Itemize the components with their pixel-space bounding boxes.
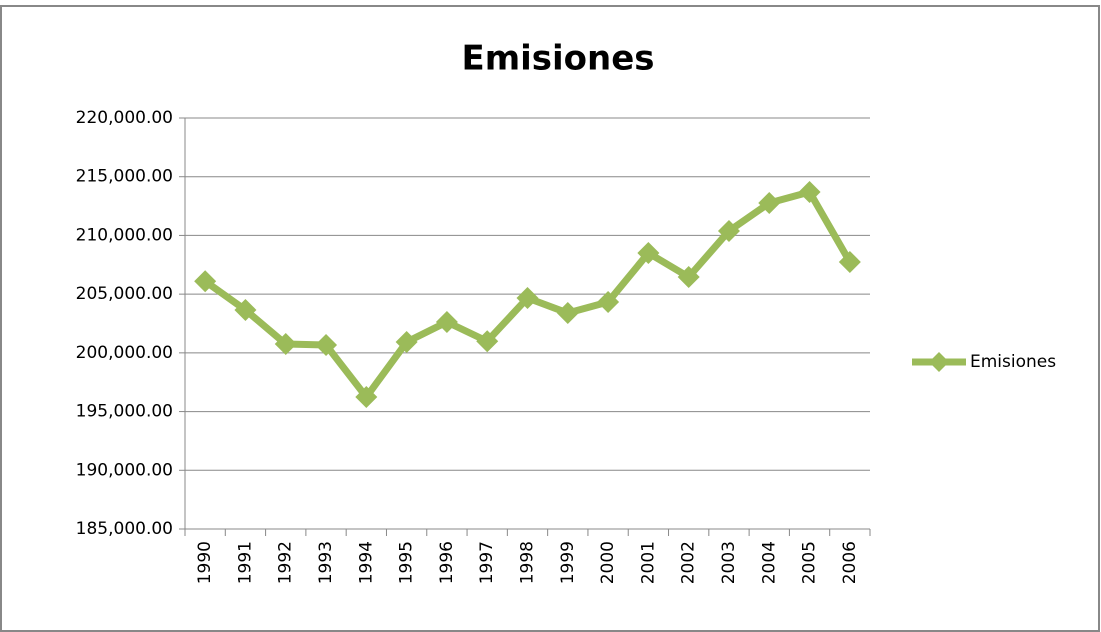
point-marker	[435, 310, 458, 333]
x-tick-label: 1991	[235, 541, 255, 584]
x-tick-label: 1999	[558, 541, 578, 584]
x-tick-label: 1992	[276, 541, 296, 584]
x-tick-label: 2001	[638, 541, 658, 584]
x-tick-label: 1998	[518, 541, 538, 584]
y-tick-label: 200,000.00	[76, 343, 173, 363]
legend-marker	[929, 352, 949, 372]
y-tick-label: 205,000.00	[76, 284, 173, 304]
y-tick-label: 210,000.00	[76, 225, 173, 245]
x-tick-label: 1990	[195, 541, 215, 584]
x-tick-label: 2005	[800, 541, 820, 584]
y-tick-label: 220,000.00	[76, 108, 173, 128]
x-tick-label: 2002	[679, 541, 699, 584]
point-marker	[556, 302, 579, 325]
y-tick-label: 185,000.00	[76, 519, 173, 539]
y-tick-label: 215,000.00	[76, 167, 173, 187]
x-tick-label: 2004	[759, 541, 779, 584]
x-tick-label: 1997	[477, 541, 497, 584]
point-marker	[838, 250, 861, 273]
point-marker	[758, 192, 781, 215]
point-marker	[717, 219, 740, 242]
x-tick-label: 2006	[840, 541, 860, 584]
point-marker	[395, 331, 418, 354]
legend-label: Emisiones	[970, 352, 1056, 372]
point-marker	[234, 298, 257, 321]
x-tick-label: 1993	[316, 541, 336, 584]
point-marker	[315, 333, 338, 356]
point-marker	[355, 386, 378, 409]
point-marker	[516, 287, 539, 310]
point-marker	[798, 180, 821, 203]
x-tick-label: 1996	[437, 541, 457, 584]
point-marker	[597, 291, 620, 314]
x-tick-label: 1994	[356, 541, 376, 584]
x-tick-label: 1995	[397, 541, 417, 584]
x-tick-label: 2000	[598, 541, 618, 584]
y-tick-label: 195,000.00	[76, 402, 173, 422]
y-tick-label: 190,000.00	[76, 460, 173, 480]
point-marker	[274, 333, 297, 356]
point-marker	[194, 270, 217, 293]
point-marker	[637, 242, 660, 265]
x-tick-label: 2003	[719, 541, 739, 584]
point-marker	[476, 330, 499, 353]
point-marker	[677, 265, 700, 288]
chart-border	[0, 5, 1100, 632]
chart-title: Emisiones	[461, 39, 654, 79]
